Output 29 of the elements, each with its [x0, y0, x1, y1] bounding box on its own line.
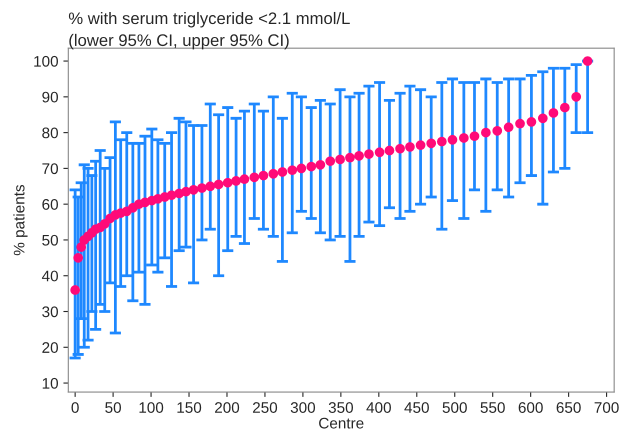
x-tick-label: 100 — [139, 402, 164, 413]
x-tick-label: 250 — [252, 402, 278, 413]
x-tick-label: 500 — [442, 402, 467, 413]
chart-title: % with serum triglyceride <2.1 mmol/L — [68, 12, 350, 28]
y-tick-label: 20 — [42, 342, 58, 353]
y-tick-label: 90 — [42, 92, 58, 103]
x-tick-label: 0 — [71, 402, 79, 413]
chart-subtitle: (lower 95% CI, upper 95% CI) — [69, 34, 289, 50]
x-tick-label: 550 — [480, 402, 505, 413]
x-tick-label: 450 — [404, 402, 429, 413]
y-tick-label: 40 — [42, 270, 58, 282]
y-tick-label: 50 — [42, 234, 58, 246]
x-tick-label: 350 — [328, 402, 354, 413]
y-axis-title: % patients — [13, 184, 28, 256]
y-tick-label: 60 — [42, 199, 58, 210]
x-tick-label: 200 — [215, 402, 240, 413]
y-tick-label: 10 — [42, 378, 58, 389]
x-tick-label: 650 — [556, 402, 581, 413]
x-tick-label: 400 — [366, 402, 391, 413]
x-tick-label: 300 — [290, 402, 316, 413]
x-tick-label: 150 — [177, 402, 202, 413]
y-tick-label: 70 — [42, 163, 58, 174]
x-tick-label: 700 — [594, 402, 619, 413]
y-tick-label: 80 — [42, 127, 58, 138]
y-tick-label: 30 — [42, 306, 58, 318]
y-tick-label: 100 — [34, 56, 58, 67]
x-tick-label: 600 — [518, 402, 543, 413]
x-tick-label: 50 — [105, 402, 121, 413]
x-axis-title: Centre — [319, 418, 364, 429]
